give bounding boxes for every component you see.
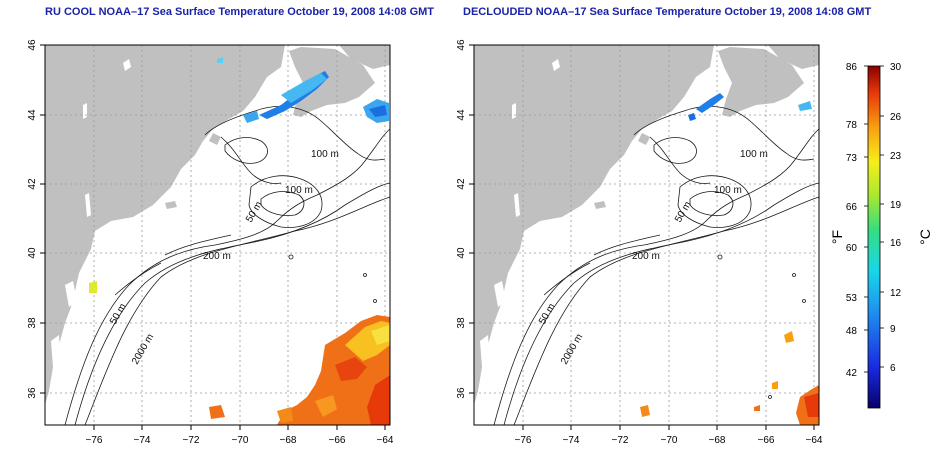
lat-tick-label: 42 <box>456 178 467 190</box>
lon-tick-label: −72 <box>183 435 200 446</box>
colorbar-c-tick: 6 <box>890 363 896 374</box>
contour-label: 100 m <box>285 185 313 196</box>
right-map-title: DECLOUDED NOAA–17 Sea Surface Temperatur… <box>463 6 872 18</box>
lat-tick-label: 40 <box>27 247 38 259</box>
lon-tick-label: −74 <box>134 435 151 446</box>
left-map-title: RU COOL NOAA–17 Sea Surface Temperature … <box>45 6 435 18</box>
right-map: 100 m 100 m 50 m 200 m 50 m 2000 m −76 −… <box>456 39 823 446</box>
lon-tick-label: −68 <box>709 435 726 446</box>
colorbar-f-tick: 60 <box>846 243 858 254</box>
lon-tick-label: −70 <box>661 435 678 446</box>
lon-tick-label: −68 <box>280 435 297 446</box>
lon-tick-label: −66 <box>329 435 346 446</box>
colorbar-c-tick: 19 <box>890 200 902 211</box>
lat-tick-label: 36 <box>27 387 38 399</box>
colorbar-c-tick: 30 <box>890 62 902 73</box>
lat-tick-label: 46 <box>456 39 467 51</box>
colorbar-f-tick: 48 <box>846 326 858 337</box>
lon-tick-label: −66 <box>758 435 775 446</box>
lon-tick-label: −70 <box>232 435 249 446</box>
lat-tick-label: 38 <box>27 317 38 329</box>
colorbar: 86 78 73 66 60 53 48 42 30 26 23 19 16 1… <box>829 62 933 409</box>
colorbar-c-tick: 9 <box>890 324 896 335</box>
colorbar-f-tick: 78 <box>846 120 858 131</box>
colorbar-c-tick: 23 <box>890 151 902 162</box>
contour-label: 100 m <box>311 149 339 160</box>
colorbar-c-tick: 26 <box>890 112 902 123</box>
colorbar-f-tick: 86 <box>846 62 858 73</box>
lat-tick-label: 40 <box>456 247 467 259</box>
right-sst-warm-patch <box>640 331 819 425</box>
lon-tick-label: −76 <box>515 435 532 446</box>
lat-tick-label: 36 <box>456 387 467 399</box>
lat-tick-label: 42 <box>27 178 38 190</box>
left-sst-cool-patch <box>89 57 389 293</box>
lat-tick-label: 46 <box>27 39 38 51</box>
contour-label: 200 m <box>203 251 231 262</box>
left-sst-warm-patch <box>209 315 390 425</box>
colorbar-f-tick: 66 <box>846 202 858 213</box>
colorbar-celsius-label: °C <box>917 229 933 245</box>
left-map: 100 m 100 m 50 m 200 m 50 m 2000 m −76 −… <box>27 39 394 446</box>
colorbar-gradient <box>867 65 881 409</box>
lat-tick-label: 38 <box>456 317 467 329</box>
lon-tick-label: −64 <box>806 435 823 446</box>
contour-label: 200 m <box>632 251 660 262</box>
colorbar-f-tick: 42 <box>846 368 858 379</box>
lon-tick-label: −76 <box>86 435 103 446</box>
contour-label: 100 m <box>740 149 768 160</box>
lon-tick-label: −74 <box>563 435 580 446</box>
lat-tick-label: 44 <box>456 109 467 121</box>
lat-tick-label: 44 <box>27 109 38 121</box>
lon-tick-label: −64 <box>377 435 394 446</box>
colorbar-c-tick: 12 <box>890 288 902 299</box>
right-sst-cool-patch <box>688 93 812 121</box>
colorbar-fahrenheit-label: °F <box>829 230 845 244</box>
colorbar-f-tick: 53 <box>846 293 858 304</box>
colorbar-c-tick: 16 <box>890 238 902 249</box>
lon-tick-label: −72 <box>612 435 629 446</box>
contour-label: 100 m <box>714 185 742 196</box>
colorbar-f-tick: 73 <box>846 153 858 164</box>
